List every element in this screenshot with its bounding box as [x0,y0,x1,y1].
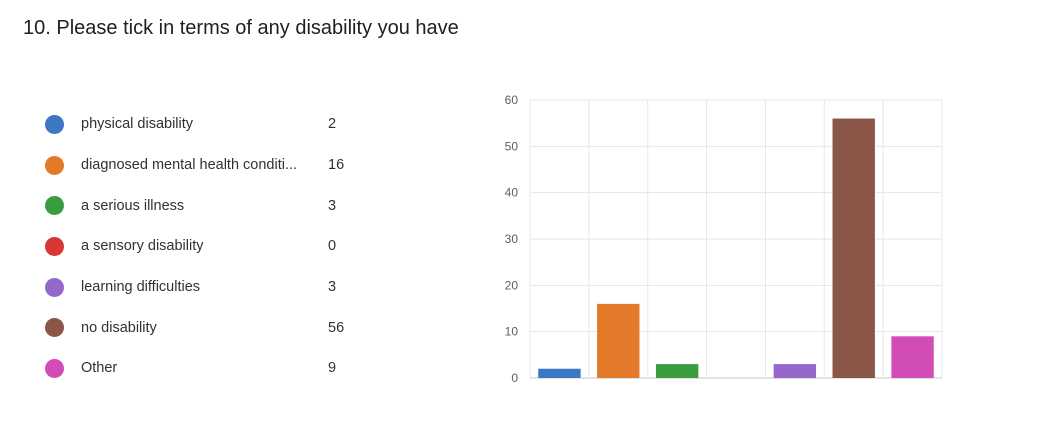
legend-swatch [45,114,64,134]
legend-swatch [45,318,64,338]
y-tick-label: 30 [505,232,519,246]
legend-label: Other [81,360,118,377]
legend-item: a sensory disability 0 [45,226,365,267]
y-tick-label: 0 [511,371,518,385]
legend-label: a serious illness [81,197,185,214]
legend-label: no disability [81,319,157,336]
y-tick-label: 50 [505,139,519,153]
chart-legend: physical disability 2 diagnosed mental h… [45,104,365,389]
bar-2 [655,364,699,378]
legend-count: 0 [328,238,337,255]
legend-count: 2 [328,116,337,133]
legend-label: diagnosed mental health conditi... [81,157,298,174]
legend-item: no disability 56 [45,307,365,348]
legend-swatch [45,196,64,216]
legend-label: physical disability [81,116,194,133]
bar-1 [597,303,640,378]
legend-swatch [45,155,64,175]
y-tick-label: 40 [505,186,519,200]
bar-0 [538,368,581,378]
legend-swatch [45,358,64,378]
legend-count: 16 [328,157,345,174]
legend-count: 56 [328,319,345,336]
legend-label: learning difficulties [81,279,201,296]
y-tick-label: 10 [505,325,519,339]
legend-count: 9 [328,360,337,377]
legend-swatch [45,277,64,297]
legend-item: a serious illness 3 [45,185,365,226]
legend-count: 3 [328,279,337,296]
y-tick-label: 60 [505,93,519,107]
legend-swatch [45,236,64,256]
legend-count: 3 [328,197,337,214]
bar-chart: 0 10 20 30 40 50 60 [505,93,943,385]
bar-5 [832,118,875,379]
question-title: 10. Please tick in terms of any disabili… [23,17,459,39]
bar-4 [773,364,817,378]
legend-item: Other 9 [45,348,365,389]
legend-item: physical disability 2 [45,104,365,145]
legend-item: learning difficulties 3 [45,267,365,308]
y-tick-label: 20 [505,278,519,292]
legend-label: a sensory disability [81,238,204,255]
legend-item: diagnosed mental health conditi... 16 [45,145,365,186]
bar-6 [891,336,934,378]
